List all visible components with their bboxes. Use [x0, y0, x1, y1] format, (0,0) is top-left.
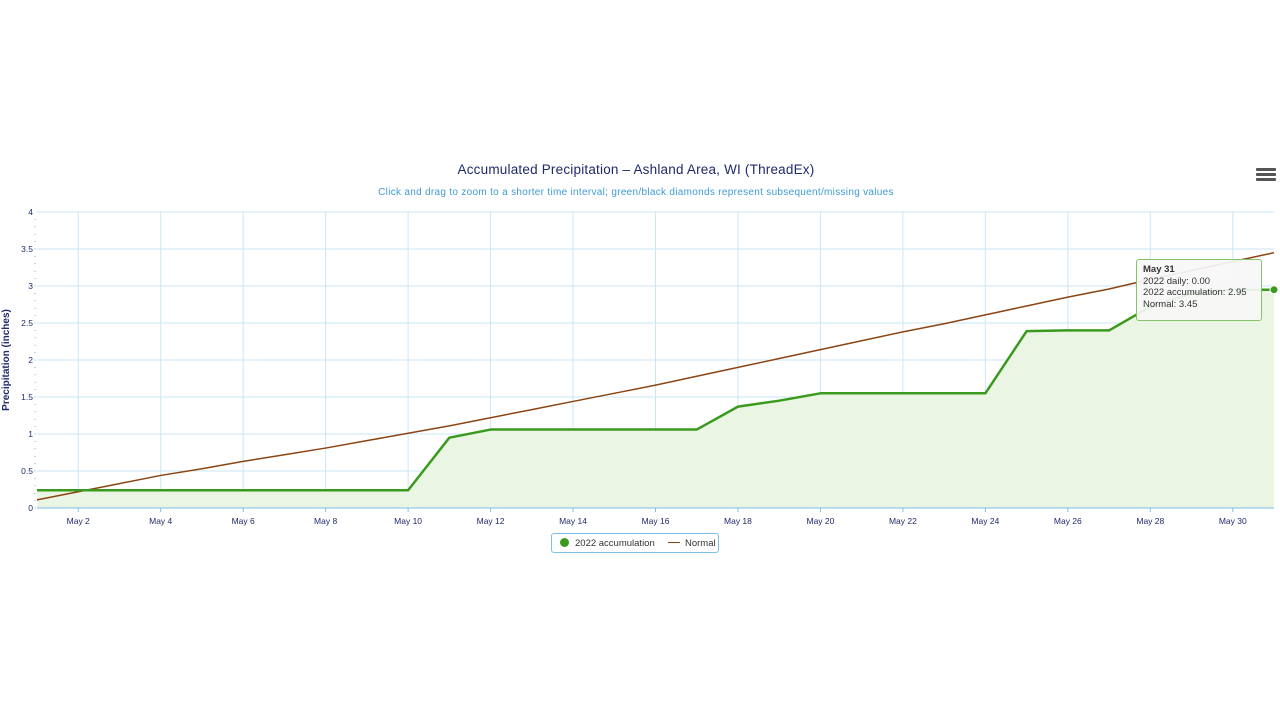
y-axis-label: Precipitation (inches) — [1, 309, 12, 411]
chart-context-menu-button[interactable] — [1256, 168, 1276, 184]
tooltip-daily: 2022 daily: 0.00 — [1143, 275, 1211, 287]
x-tick-label: May 4 — [149, 516, 172, 526]
x-tick-label: May 16 — [642, 516, 670, 526]
data-tooltip: May 31 2022 daily: 0.00 2022 accumulatio… — [1136, 259, 1262, 321]
accumulation-area — [37, 289, 1274, 508]
x-tick-label: May 28 — [1136, 516, 1164, 526]
x-tick-label: May 2 — [67, 516, 90, 526]
hover-point-marker — [1269, 285, 1279, 295]
x-tick-label: May 6 — [232, 516, 255, 526]
x-tick-label: May 22 — [889, 516, 917, 526]
series-line-normal — [36, 251, 1275, 501]
x-tick-label: May 18 — [724, 516, 752, 526]
tooltip-normal: Normal: 3.45 — [1143, 298, 1198, 310]
y-tick-label: 4 — [28, 207, 33, 217]
series-line-2022-accumulation — [37, 288, 1274, 492]
x-tick-label: May 30 — [1219, 516, 1247, 526]
legend-marker-2022-accumulation — [560, 537, 569, 547]
x-tick-label: May 10 — [394, 516, 422, 526]
series-lines — [36, 251, 1279, 501]
chart-subtitle: Click and drag to zoom to a shorter time… — [378, 187, 894, 198]
hamburger-menu-icon — [1256, 168, 1276, 171]
accumulation-area-fill — [37, 289, 1274, 508]
chart-legend: 2022 accumulation Normal — [551, 533, 719, 553]
x-tick-label: May 24 — [971, 516, 999, 526]
legend-item-2022-accumulation[interactable]: 2022 accumulation — [560, 534, 655, 554]
axes: 0 0.5 1 1.5 2 2.5 3 3.5 4 May 2 May 4 May 6 May 8 May… — [21, 207, 1274, 526]
x-tick-label: May 20 — [806, 516, 834, 526]
hamburger-menu-icon-bar — [1256, 177, 1276, 181]
tooltip-date: May 31 — [1143, 264, 1175, 275]
y-tick-label: 3 — [28, 281, 33, 291]
tooltip-accumulation: 2022 accumulation: 2.95 — [1143, 287, 1247, 298]
y-tick-label: 2 — [28, 355, 33, 365]
legend-marker-normal — [668, 541, 680, 544]
legend-label-2022-accumulation: 2022 accumulation — [575, 538, 655, 549]
legend-item-normal[interactable]: Normal — [668, 534, 716, 554]
y-tick-label: 0.5 — [21, 466, 33, 476]
legend-label-normal: Normal — [685, 538, 716, 549]
y-tick-label: 1 — [28, 429, 33, 439]
x-tick-label: May 14 — [559, 516, 587, 526]
y-tick-label: 2.5 — [21, 318, 33, 328]
x-tick-label: May 26 — [1054, 516, 1082, 526]
y-tick-label: 0 — [28, 503, 33, 513]
hamburger-menu-icon-bar — [1256, 172, 1276, 176]
x-tick-label: May 8 — [314, 516, 337, 526]
y-tick-label: 1.5 — [21, 392, 33, 402]
y-tick-label: 3.5 — [21, 244, 33, 254]
x-tick-label: May 12 — [477, 516, 505, 526]
chart-title: Accumulated Precipitation – Ashland Area… — [457, 162, 815, 177]
